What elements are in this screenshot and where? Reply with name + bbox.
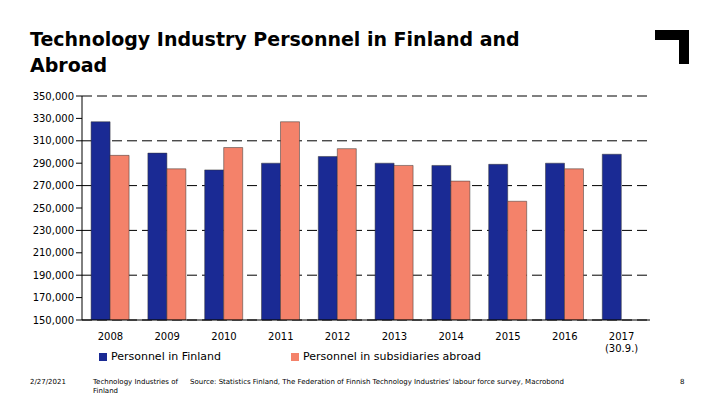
svg-text:2012: 2012 bbox=[325, 331, 350, 342]
html-text:2/27/2021: 2/27/2021 bbox=[30, 378, 66, 386]
svg-text:310,000: 310,000 bbox=[33, 135, 74, 146]
svg-text:350,000: 350,000 bbox=[33, 91, 74, 102]
svg-text:290,000: 290,000 bbox=[33, 158, 74, 169]
svg-text:2008: 2008 bbox=[98, 331, 123, 342]
svg-text:330,000: 330,000 bbox=[33, 113, 74, 124]
svg-text:2016: 2016 bbox=[552, 331, 577, 342]
svg-text:230,000: 230,000 bbox=[33, 225, 74, 236]
svg-text:270,000: 270,000 bbox=[33, 180, 74, 191]
html-text:Technology Industry Personnel: Technology Industry Personnel in Finland… bbox=[30, 28, 520, 76]
html-text:Personnel in subsidiaries abro: Personnel in subsidiaries abroad bbox=[303, 350, 482, 363]
svg-text:2011: 2011 bbox=[268, 331, 293, 342]
svg-text:2010: 2010 bbox=[211, 331, 236, 342]
svg-text:170,000: 170,000 bbox=[33, 292, 74, 303]
svg-text:2015: 2015 bbox=[495, 331, 520, 342]
svg-text:2013: 2013 bbox=[382, 331, 407, 342]
html-text:8: 8 bbox=[680, 378, 685, 386]
html-text:Source: Statistics Finland, Th: Source: Statistics Finland, The Federati… bbox=[190, 378, 564, 386]
svg-text:2014: 2014 bbox=[438, 331, 463, 342]
html-text:Technology Industries of Finla: Technology Industries of Finland bbox=[93, 378, 178, 395]
html-text:Personnel in Finland: Personnel in Finland bbox=[110, 350, 221, 363]
svg-text:250,000: 250,000 bbox=[33, 203, 74, 214]
svg-text:190,000: 190,000 bbox=[33, 270, 74, 281]
svg-text:150,000: 150,000 bbox=[33, 315, 74, 326]
svg-text:2009: 2009 bbox=[154, 331, 179, 342]
svg-text:210,000: 210,000 bbox=[33, 247, 74, 258]
svg-text:2017(30.9.): 2017(30.9.) bbox=[605, 331, 638, 354]
